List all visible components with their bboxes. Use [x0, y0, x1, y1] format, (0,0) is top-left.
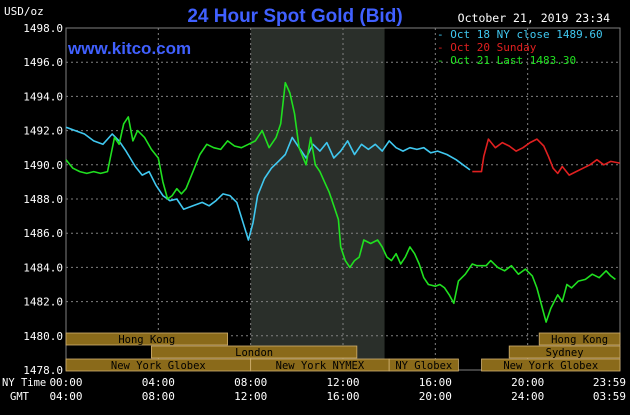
- y-tick-label: 1484.0: [23, 261, 63, 274]
- x-tick-label-gmt: 16:00: [326, 390, 359, 403]
- x-tick-label-ny: 20:00: [511, 376, 544, 389]
- session-bar: [151, 345, 358, 359]
- session-bar: [538, 332, 621, 346]
- session-bar: [481, 358, 621, 372]
- gmt-label: GMT: [10, 391, 30, 403]
- series-line-oct20: [472, 138, 620, 176]
- y-tick-label: 1480.0: [23, 330, 63, 343]
- session-label: NY Globex: [395, 360, 452, 372]
- x-tick-label-gmt: 03:59: [593, 390, 626, 403]
- x-tick-label-ny: 23:59: [593, 376, 626, 389]
- timestamp: October 21, 2019 23:34: [458, 11, 610, 25]
- session-label: New York Globex: [111, 360, 206, 372]
- session-bar: [388, 358, 459, 372]
- x-tick-label-ny: 00:00: [49, 376, 82, 389]
- session-bar: [65, 332, 228, 346]
- x-tick-label-gmt: 08:00: [142, 390, 175, 403]
- session-bar: [508, 345, 621, 359]
- x-tick-label-ny: 04:00: [142, 376, 175, 389]
- x-tick-label-ny: 08:00: [234, 376, 267, 389]
- unit-label: USD/oz: [4, 5, 44, 18]
- session-label: New York Globex: [503, 360, 598, 372]
- session-label: Hong Kong: [551, 334, 608, 346]
- legend: - Oct 18 NY close 1489.60- Oct 20 Sunday…: [437, 28, 603, 67]
- session-label: London: [235, 347, 273, 359]
- session-label: New York NYMEX: [276, 360, 365, 372]
- watermark: www.kitco.com: [67, 39, 191, 58]
- y-tick-label: 1486.0: [23, 227, 63, 240]
- session-label: Sydney: [546, 347, 584, 359]
- y-tick-label: 1498.0: [23, 22, 63, 35]
- y-tick-label: 1496.0: [23, 56, 63, 69]
- session-label: Hong Kong: [118, 334, 175, 346]
- y-tick-label: 1482.0: [23, 296, 63, 309]
- x-tick-label-gmt: 12:00: [234, 390, 267, 403]
- y-tick-label: 1492.0: [23, 125, 63, 138]
- series-line-oct21: [65, 81, 616, 323]
- y-tick-label: 1490.0: [23, 159, 63, 172]
- y-tick-label: 1478.0: [23, 364, 63, 377]
- x-tick-label-ny: 16:00: [419, 376, 452, 389]
- x-tick-label-gmt: 04:00: [49, 390, 82, 403]
- x-tick-label-gmt: 24:00: [511, 390, 544, 403]
- legend-entry-oct21: - Oct 21 Last 1483.30: [437, 54, 576, 67]
- legend-entry-oct20: - Oct 20 Sunday: [437, 41, 537, 54]
- y-tick-label: 1488.0: [23, 193, 63, 206]
- x-tick-label-ny: 12:00: [326, 376, 359, 389]
- series-line-oct18: [65, 126, 471, 241]
- chart-title: 24 Hour Spot Gold (Bid): [187, 6, 402, 27]
- y-tick-label: 1494.0: [23, 90, 63, 103]
- ny-time-label: NY Time: [2, 377, 46, 389]
- legend-entry-oct18: - Oct 18 NY close 1489.60: [437, 28, 603, 41]
- x-tick-label-gmt: 20:00: [419, 390, 452, 403]
